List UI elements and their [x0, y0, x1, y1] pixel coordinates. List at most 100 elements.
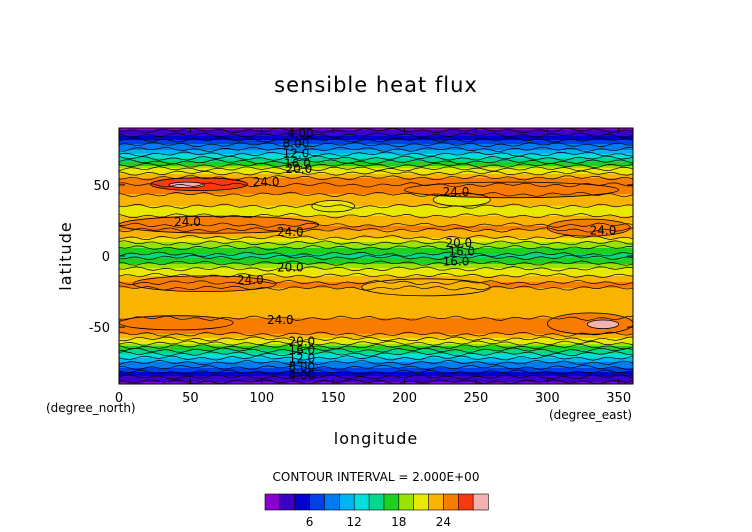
contour-line — [118, 146, 634, 152]
contour-line — [118, 132, 634, 138]
contour-band — [119, 364, 633, 367]
contour-band — [119, 158, 633, 161]
colorbar-swatch — [383, 493, 400, 511]
colorbar-swatch — [353, 493, 370, 511]
contour-band — [119, 276, 633, 279]
contour-band — [119, 264, 633, 267]
contour-band — [119, 160, 633, 163]
colorbar-swatch — [398, 493, 415, 511]
contour-line — [118, 162, 634, 168]
contour-line — [118, 151, 634, 157]
contour-band — [119, 178, 633, 181]
x-tick-label: 0 — [115, 391, 123, 406]
colorbar-swatch — [457, 493, 474, 511]
contour-band — [119, 366, 633, 369]
contour-label: 16.0 — [448, 245, 475, 259]
contour-band — [119, 298, 633, 301]
contour-line — [118, 315, 634, 321]
colorbar-swatch — [309, 493, 326, 511]
colorbar-swatch — [413, 493, 430, 511]
contour-band — [119, 194, 633, 197]
contour-band — [119, 322, 633, 325]
contour-band — [119, 302, 633, 305]
contour-band — [119, 128, 633, 131]
contour-label: 20.0 — [445, 236, 472, 250]
contour-band — [119, 244, 633, 247]
contour-band — [119, 320, 633, 323]
y-tick-label: -50 — [89, 321, 110, 336]
contour-band — [119, 180, 633, 183]
feature-peak — [587, 320, 619, 329]
contour-label: 24.0 — [590, 223, 617, 237]
contour-band — [119, 234, 633, 237]
contour-band — [119, 328, 633, 331]
contour-band — [119, 356, 633, 359]
contour-band — [119, 204, 633, 207]
contour-label: 24.0 — [174, 215, 201, 229]
colorbar — [264, 493, 489, 511]
x-tick-label: 150 — [321, 391, 346, 406]
contour-band — [119, 230, 633, 233]
contour-band — [119, 220, 633, 223]
contour-band — [119, 202, 633, 205]
contour-band — [119, 142, 633, 145]
contour-line — [168, 181, 205, 189]
contour-band — [119, 168, 633, 171]
contour-band — [119, 334, 633, 337]
contour-band — [119, 166, 633, 169]
y-tick-label: 0 — [102, 250, 110, 265]
y-axis-unit: (degree_north) — [46, 401, 136, 415]
contour-band — [119, 146, 633, 149]
contour-band — [119, 340, 633, 343]
contour-label: 20.0 — [277, 260, 304, 274]
contour-band — [119, 274, 633, 277]
contour-line — [118, 227, 634, 233]
contour-label: 24.0 — [237, 273, 264, 287]
contour-band — [119, 374, 633, 377]
contour-line — [118, 369, 634, 375]
contour-band — [119, 224, 633, 227]
contour-band — [119, 226, 633, 229]
colorbar-swatch — [294, 493, 311, 511]
contour-line — [404, 181, 620, 199]
contour-band — [119, 304, 633, 307]
contour-line — [118, 170, 634, 176]
contour-band — [119, 330, 633, 333]
contour-band — [119, 252, 633, 255]
contour-line — [118, 360, 634, 366]
contour-band — [119, 332, 633, 335]
contour-band — [119, 314, 633, 317]
contour-band — [119, 262, 633, 265]
contour-band — [119, 344, 633, 347]
contour-line — [118, 213, 634, 219]
x-tick-label: 350 — [606, 391, 631, 406]
contour-band — [119, 280, 633, 283]
contour-line — [118, 336, 634, 342]
contour-line — [118, 364, 634, 371]
colorbar-swatch — [324, 493, 340, 511]
contour-band — [119, 240, 633, 243]
contour-band — [119, 312, 633, 315]
contour-line — [118, 166, 634, 172]
contour-band — [119, 326, 633, 329]
colorbar-swatch — [428, 493, 444, 511]
colorbar-tick-label: 6 — [306, 515, 314, 529]
feature-patch — [547, 219, 631, 237]
contour-label: 20.0 — [286, 162, 313, 176]
contour-band — [119, 338, 633, 341]
contour-line — [311, 200, 356, 213]
contour-band — [119, 216, 633, 219]
contour-line — [118, 374, 634, 380]
contour-band — [119, 150, 633, 153]
contour-band — [119, 370, 633, 373]
contour-band — [119, 292, 633, 295]
contour-band — [119, 138, 633, 141]
contour-line — [132, 275, 277, 292]
contour-band — [119, 192, 633, 195]
colorbar-swatch — [264, 493, 281, 511]
colorbar-tick-label: 18 — [391, 515, 406, 529]
x-tick-label: 100 — [249, 391, 274, 406]
contour-band — [119, 198, 633, 201]
contour-line — [118, 240, 634, 246]
